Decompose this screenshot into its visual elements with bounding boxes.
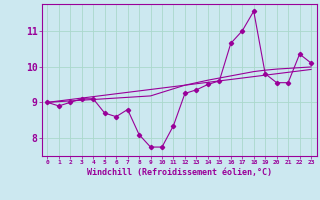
X-axis label: Windchill (Refroidissement éolien,°C): Windchill (Refroidissement éolien,°C) <box>87 168 272 177</box>
